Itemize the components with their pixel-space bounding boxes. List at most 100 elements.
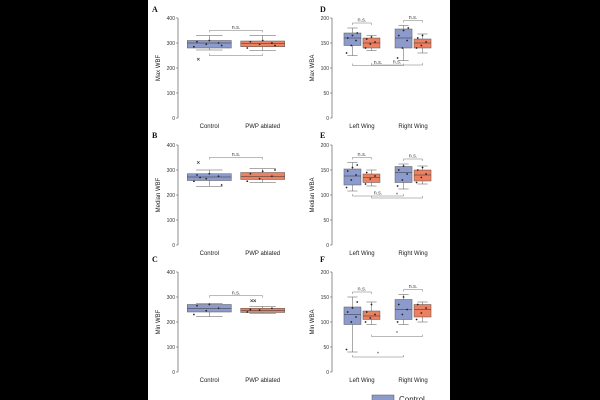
panel-f: F 0 50 100 150 200 Min WBA Left Wing Right Wing n… [310, 255, 432, 384]
significance-bracket [352, 194, 404, 197]
data-point [205, 43, 208, 46]
data-point [356, 32, 359, 34]
data-point [365, 311, 368, 313]
data-point [246, 180, 249, 183]
data-point [193, 45, 195, 48]
data-point [369, 178, 372, 180]
box-group-pwp-ablated [413, 301, 432, 323]
data-point [397, 169, 400, 171]
y-tick-label: 50 [323, 345, 329, 351]
data-point [374, 175, 376, 177]
x-category-label: PWP ablated [245, 124, 280, 130]
data-point [261, 170, 264, 173]
y-tick-label: 100 [321, 193, 330, 199]
significance-label: n.s. [232, 25, 241, 31]
data-point [346, 311, 349, 313]
significance-label: n.s. [374, 60, 383, 66]
panel-letter: F [320, 255, 325, 264]
y-axis-label: Median WBA [310, 177, 316, 212]
data-point [415, 318, 418, 321]
data-point [220, 44, 223, 47]
data-point [249, 308, 252, 311]
legend-label-control: Control [399, 395, 425, 400]
data-point [397, 303, 400, 306]
box-iqr [394, 166, 413, 183]
x-category-label: PWP ablated [245, 378, 280, 384]
data-point [365, 171, 368, 174]
panel-letter: E [320, 131, 325, 140]
data-point [249, 172, 252, 175]
data-point [350, 44, 353, 47]
data-point [406, 173, 408, 175]
significance-label: n.s. [358, 18, 367, 24]
y-tick-label: 300 [167, 168, 176, 174]
data-point [351, 307, 354, 309]
data-point [416, 169, 419, 171]
data-point [217, 42, 220, 44]
box-iqr [413, 304, 432, 318]
box-group-control [187, 303, 232, 317]
box-group-control [343, 27, 362, 56]
y-tick-label: 100 [167, 218, 176, 224]
data-point [196, 304, 198, 307]
y-axis-label: Median WBF [156, 177, 162, 212]
data-point [205, 309, 208, 312]
box-group-control [187, 35, 232, 61]
significance-bracket [209, 53, 263, 56]
data-point [356, 301, 359, 303]
data-point [420, 44, 423, 47]
box-iqr [394, 28, 413, 49]
data-point [271, 175, 273, 178]
data-point [208, 172, 211, 175]
y-tick-label: 0 [326, 116, 329, 122]
outlier-point [196, 57, 200, 61]
significance-label: n.s. [409, 284, 418, 290]
significance-bracket [371, 334, 423, 337]
significance-label: n.s. [232, 152, 241, 158]
data-point [374, 313, 376, 316]
y-tick-label: 150 [321, 41, 330, 47]
panel-e: E 0 50 100 150 200 Median WBA Left Wing Right Wi… [310, 131, 432, 257]
panel-letter: B [152, 131, 158, 140]
data-point [345, 186, 348, 189]
box-iqr [413, 169, 432, 182]
box-group-control [394, 294, 413, 325]
x-category-label: Control [200, 124, 219, 130]
box-group-pwp-ablated [413, 33, 432, 54]
data-point [370, 36, 373, 38]
data-point [396, 321, 399, 323]
data-point [415, 47, 418, 49]
data-point [421, 34, 424, 37]
y-tick-label: 0 [326, 370, 329, 376]
data-point [258, 309, 261, 311]
x-category-label: Right Wing [398, 124, 427, 130]
data-point [374, 41, 376, 43]
panel-d: D 0 50 100 150 200 Max WBA Left Wing Right Wing n… [310, 5, 432, 130]
data-point [396, 57, 399, 59]
data-point [217, 175, 220, 178]
data-point [415, 181, 418, 184]
box-group-control [187, 160, 232, 187]
y-axis-label: Min WBF [156, 309, 162, 334]
significance-bracket [371, 196, 423, 199]
x-category-label: Control [200, 251, 219, 257]
data-point [258, 43, 261, 46]
y-tick-label: 0 [172, 243, 175, 249]
data-point [196, 40, 198, 43]
box-iqr [362, 310, 381, 320]
box-iqr [343, 168, 362, 186]
box-group-pwp-ablated [240, 299, 285, 314]
significance-label: n.s. [409, 154, 418, 160]
significance-bracket [209, 295, 263, 298]
data-point [370, 303, 373, 306]
legend-swatch-control [371, 394, 395, 400]
y-tick-label: 200 [167, 193, 176, 199]
significance-bracket [403, 158, 423, 161]
box-group-pwp-ablated [362, 169, 381, 187]
data-point [261, 39, 264, 42]
data-point [355, 39, 357, 42]
x-category-label: Left Wing [349, 251, 374, 257]
data-point [355, 316, 357, 318]
data-point [356, 164, 359, 166]
data-point [421, 166, 424, 169]
